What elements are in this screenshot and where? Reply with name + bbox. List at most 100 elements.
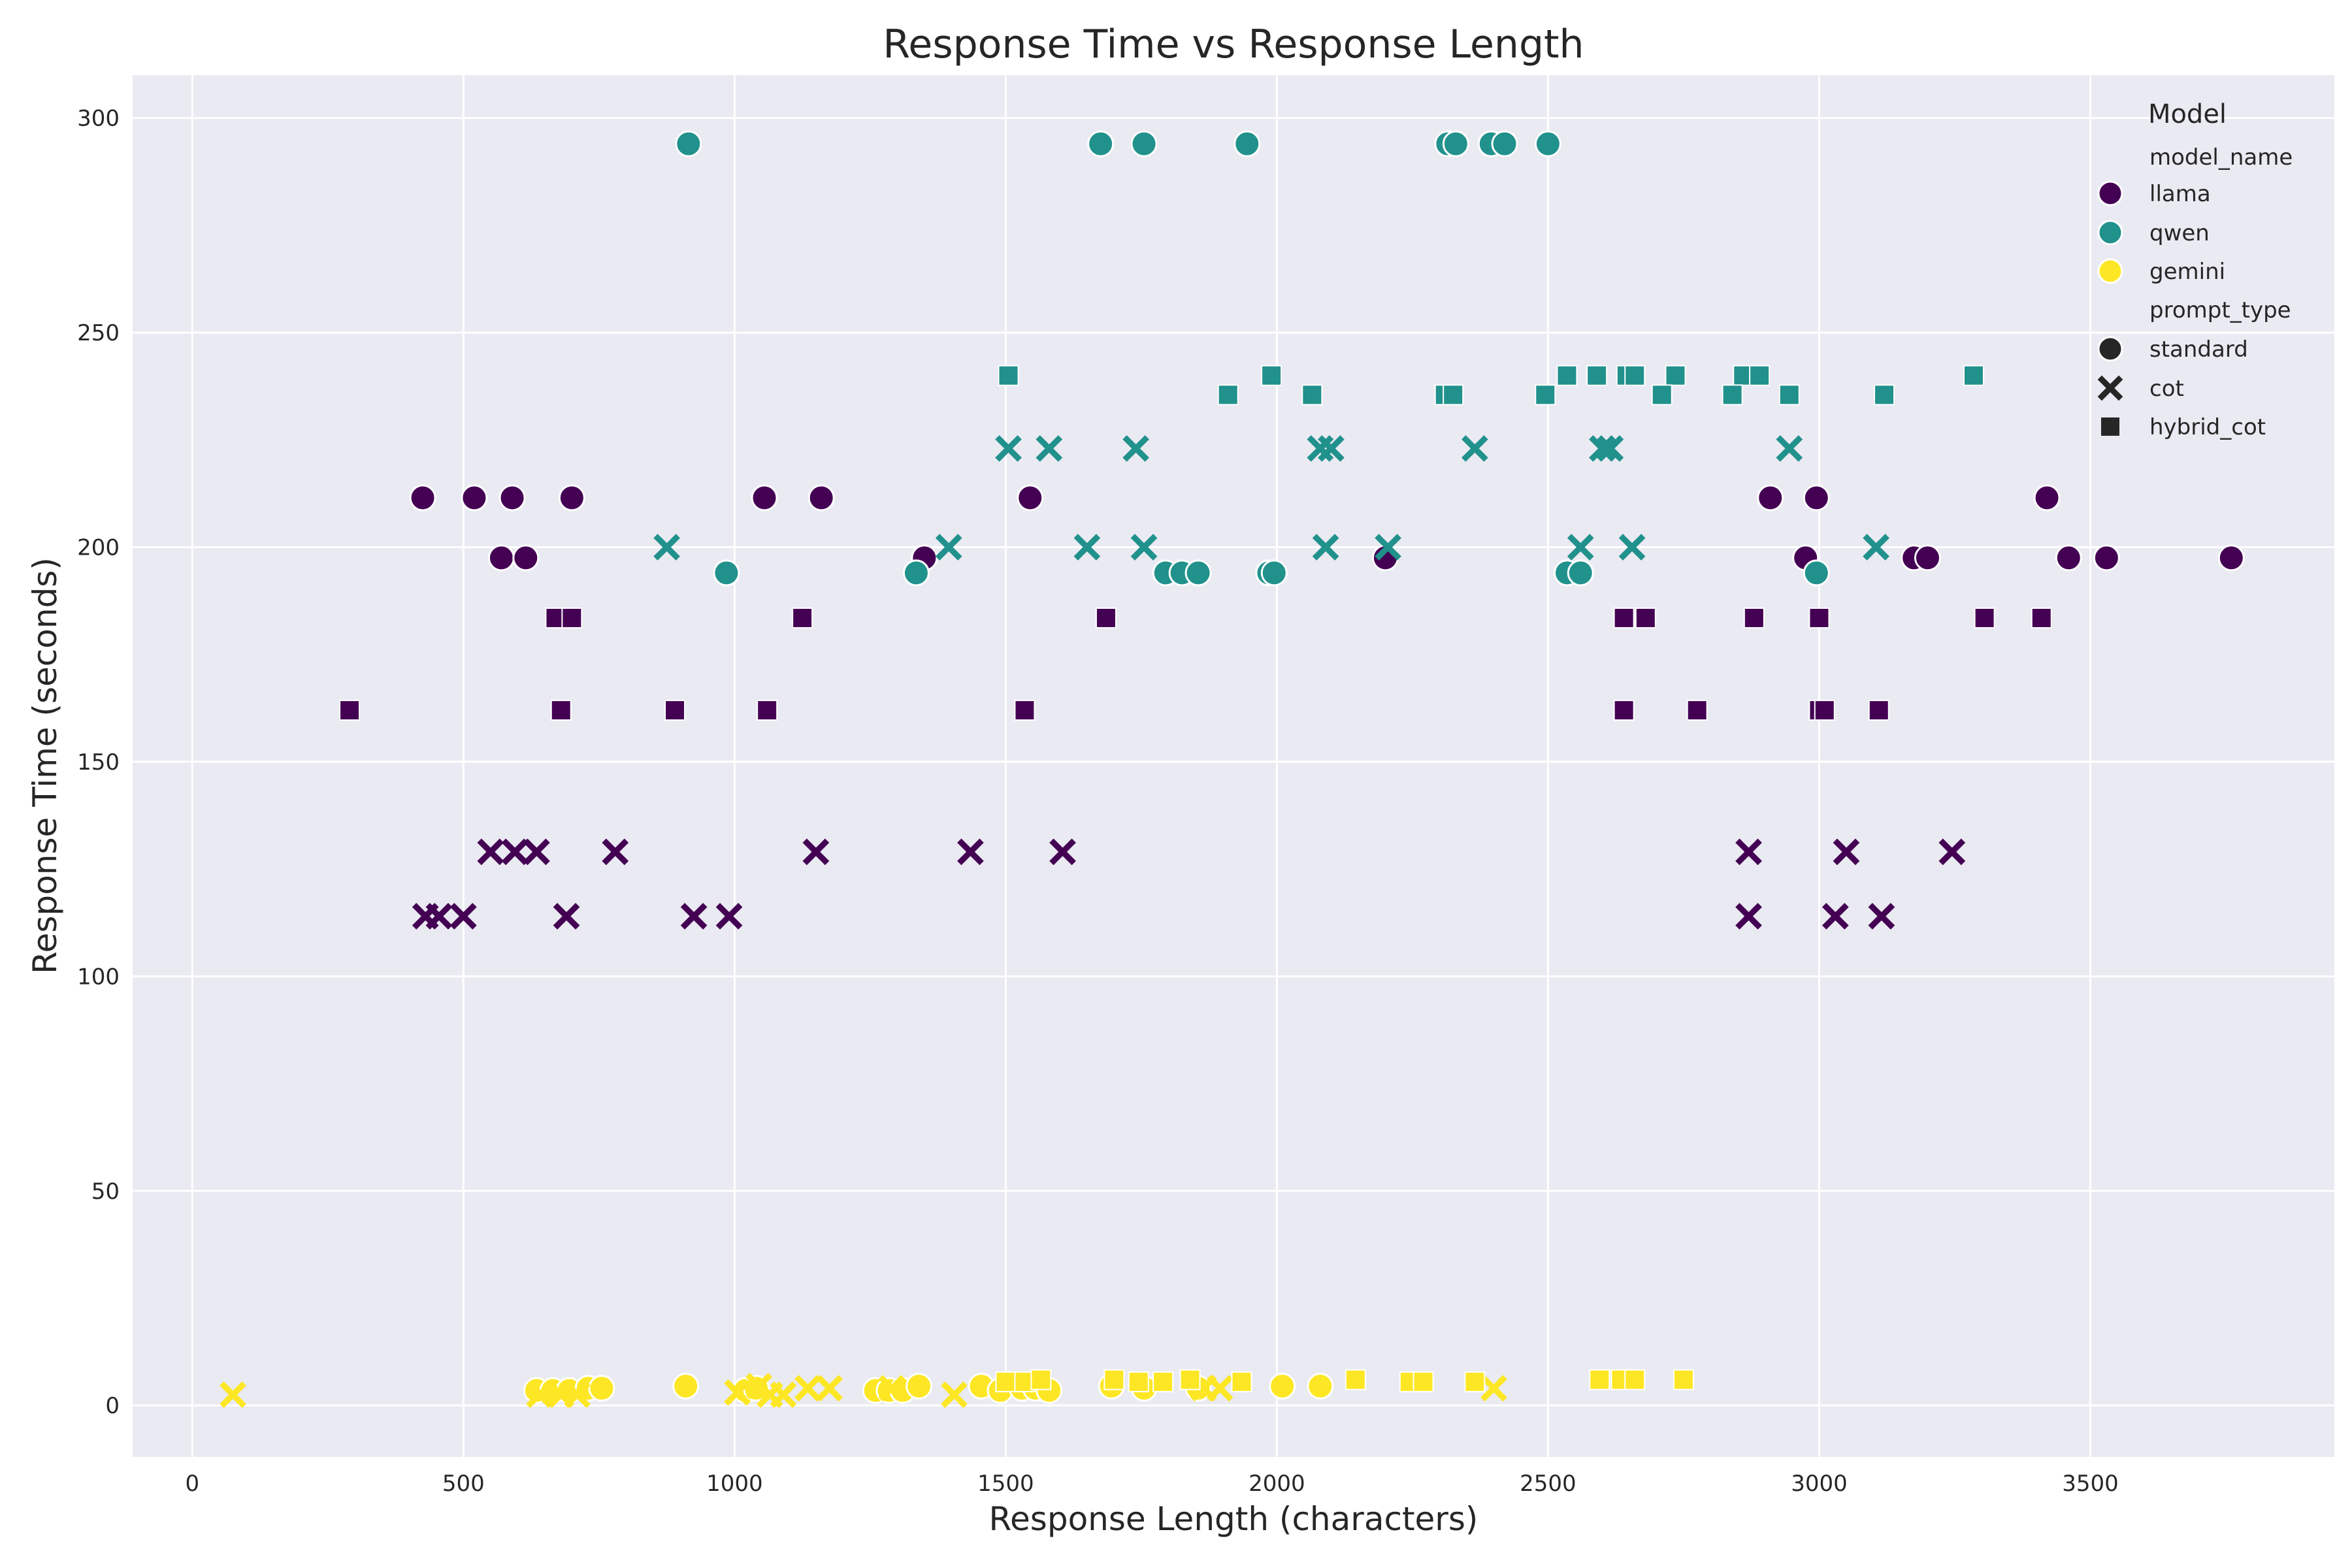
y-tick-label: 50 [91, 1179, 120, 1205]
point-gemini-hybrid-cot [1345, 1369, 1366, 1390]
point-gemini-standard [1307, 1373, 1334, 1400]
point-llama-hybrid-cot [1014, 700, 1036, 721]
point-gemini-hybrid-cot [1413, 1371, 1434, 1393]
x-tick-label: 2000 [1249, 1471, 1305, 1497]
point-qwen-standard [1803, 559, 1830, 587]
point-qwen-hybrid-cot [998, 365, 1019, 386]
x-tick-label: 3500 [2062, 1471, 2119, 1497]
point-gemini-cot [1206, 1375, 1233, 1402]
point-qwen-cot [1375, 534, 1401, 561]
point-gemini-cot [526, 1381, 553, 1409]
point-qwen-cot [1618, 534, 1646, 561]
point-qwen-standard [1534, 130, 1561, 157]
point-llama-hybrid-cot [1868, 700, 1889, 721]
point-llama-cot [1868, 903, 1895, 930]
point-llama-cot [553, 903, 580, 930]
point-qwen-standard [713, 559, 740, 587]
point-llama-cot [802, 838, 830, 866]
point-qwen-hybrid-cot [1651, 384, 1673, 406]
point-llama-cot [449, 903, 477, 930]
legend-marker-standard [2097, 336, 2123, 362]
point-qwen-hybrid-cot [1535, 384, 1556, 406]
point-gemini-hybrid-cot [1624, 1369, 1646, 1390]
point-qwen-cot [1130, 534, 1158, 561]
point-llama-cot [477, 838, 504, 866]
point-llama-standard [461, 484, 488, 512]
point-gemini-standard [906, 1373, 933, 1400]
point-qwen-cot [935, 534, 962, 561]
point-gemini-cot [816, 1375, 843, 1402]
point-llama-hybrid-cot [757, 700, 778, 721]
legend: Model model_name llama qwen gemini promp… [2097, 99, 2293, 440]
point-llama-hybrid-cot [1613, 607, 1635, 629]
point-qwen-hybrid-cot [1556, 365, 1578, 386]
point-llama-hybrid-cot [1974, 607, 1995, 629]
point-qwen-standard [1260, 559, 1288, 587]
point-gemini-hybrid-cot [1673, 1369, 1694, 1390]
point-gemini-hybrid-cot [1128, 1371, 1149, 1393]
x-axis-label: Response Length (characters) [989, 1500, 1478, 1538]
point-llama-standard [512, 544, 540, 572]
y-axis-label: Response Time (seconds) [26, 557, 64, 974]
point-qwen-hybrid-cot [1586, 365, 1608, 386]
point-qwen-hybrid-cot [1874, 384, 1895, 406]
point-qwen-cot [1567, 534, 1594, 561]
point-llama-hybrid-cot [339, 700, 361, 721]
legend-style-header: prompt_type [2149, 297, 2291, 323]
point-qwen-cot [1312, 534, 1339, 561]
legend-label-qwen: qwen [2149, 220, 2210, 246]
point-qwen-cot [1776, 435, 1803, 462]
y-tick-label: 250 [77, 320, 120, 346]
y-tick-label: 100 [77, 964, 120, 990]
point-llama-hybrid-cot [792, 607, 813, 629]
point-qwen-standard [1184, 559, 1212, 587]
x-tick-label: 500 [442, 1471, 485, 1497]
point-qwen-hybrid-cot [1301, 384, 1323, 406]
point-llama-standard [1803, 484, 1830, 512]
point-qwen-hybrid-cot [1722, 384, 1743, 406]
x-tick-label: 0 [185, 1471, 199, 1497]
x-tick-label: 1000 [706, 1471, 763, 1497]
point-qwen-cot [1318, 435, 1345, 462]
point-llama-standard [1757, 484, 1784, 512]
point-llama-cot [425, 903, 453, 930]
y-tick-label: 0 [105, 1393, 120, 1419]
data-points [220, 130, 2245, 1409]
point-llama-hybrid-cot [550, 700, 572, 721]
point-gemini-cot [724, 1379, 751, 1406]
point-llama-hybrid-cot [1635, 607, 1656, 629]
point-qwen-cot [1122, 435, 1149, 462]
x-tick-label: 3000 [1791, 1471, 1848, 1497]
point-qwen-hybrid-cot [1261, 365, 1282, 386]
point-llama-cot [1821, 903, 1849, 930]
point-qwen-hybrid-cot [1665, 365, 1686, 386]
point-gemini-standard [1269, 1373, 1296, 1400]
point-gemini-hybrid-cot [1179, 1369, 1201, 1390]
point-llama-standard [2055, 544, 2082, 572]
point-qwen-cot [653, 534, 680, 561]
chart-title: Response Time vs Response Length [883, 22, 1584, 67]
y-tick-label: 300 [77, 106, 120, 132]
point-gemini-hybrid-cot [1231, 1371, 1252, 1393]
point-gemini-cot [770, 1381, 797, 1409]
x-tick-label: 2500 [1520, 1471, 1576, 1497]
point-llama-cot [602, 838, 629, 866]
grid-lines [133, 75, 2334, 1457]
point-llama-standard [558, 484, 585, 512]
point-qwen-hybrid-cot [1963, 365, 1985, 386]
point-llama-cot [501, 838, 529, 866]
point-gemini-standard [672, 1373, 700, 1400]
legend-marker-qwen [2097, 220, 2123, 246]
point-llama-hybrid-cot [1095, 607, 1117, 629]
point-llama-standard [2093, 544, 2120, 572]
point-qwen-cot [1597, 435, 1624, 462]
point-llama-standard [1017, 484, 1044, 512]
point-qwen-standard [1442, 130, 1469, 157]
point-qwen-cot [1073, 534, 1101, 561]
point-llama-hybrid-cot [1808, 607, 1830, 629]
point-llama-standard [2217, 544, 2245, 572]
point-qwen-standard [1087, 130, 1115, 157]
point-qwen-standard [675, 130, 702, 157]
point-llama-cot [1833, 838, 1860, 866]
point-gemini-cot [220, 1381, 246, 1409]
